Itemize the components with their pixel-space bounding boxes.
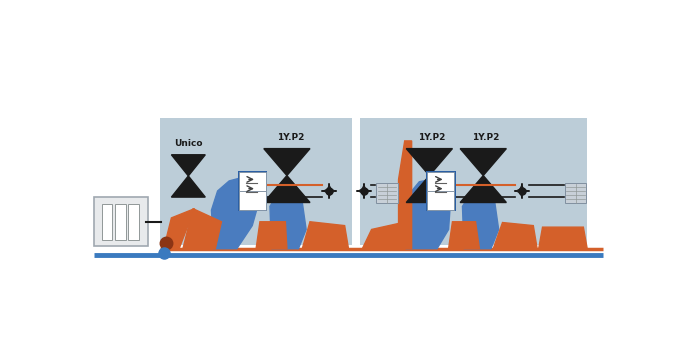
Polygon shape: [449, 222, 479, 249]
FancyBboxPatch shape: [128, 204, 139, 240]
Polygon shape: [211, 178, 258, 249]
Polygon shape: [264, 175, 310, 203]
FancyBboxPatch shape: [115, 204, 126, 240]
FancyBboxPatch shape: [237, 171, 267, 211]
FancyBboxPatch shape: [95, 197, 148, 246]
Polygon shape: [398, 141, 411, 249]
FancyBboxPatch shape: [360, 118, 588, 245]
Polygon shape: [183, 209, 222, 249]
Polygon shape: [462, 189, 498, 249]
Polygon shape: [460, 149, 507, 175]
Text: 1Y.P2: 1Y.P2: [472, 133, 499, 141]
FancyBboxPatch shape: [160, 118, 352, 245]
FancyBboxPatch shape: [428, 191, 454, 210]
FancyBboxPatch shape: [239, 191, 266, 210]
Polygon shape: [539, 227, 588, 249]
Polygon shape: [270, 189, 306, 249]
Polygon shape: [362, 222, 406, 249]
Polygon shape: [404, 180, 450, 249]
Polygon shape: [406, 149, 452, 175]
Text: Unico: Unico: [174, 139, 203, 148]
Text: 1Y.P2: 1Y.P2: [277, 133, 305, 141]
FancyBboxPatch shape: [376, 183, 398, 203]
Polygon shape: [256, 222, 287, 249]
FancyBboxPatch shape: [428, 172, 454, 191]
Polygon shape: [171, 155, 205, 176]
FancyBboxPatch shape: [426, 171, 456, 211]
Polygon shape: [164, 209, 194, 249]
Text: 1Y.P2: 1Y.P2: [418, 133, 445, 141]
FancyBboxPatch shape: [102, 204, 112, 240]
FancyBboxPatch shape: [565, 183, 586, 203]
Polygon shape: [303, 222, 348, 249]
Text: ~~~~: ~~~~: [177, 155, 200, 161]
Polygon shape: [171, 176, 205, 197]
Polygon shape: [460, 175, 507, 203]
Polygon shape: [264, 149, 310, 175]
Polygon shape: [406, 175, 452, 203]
FancyBboxPatch shape: [239, 172, 266, 191]
Polygon shape: [493, 222, 537, 249]
